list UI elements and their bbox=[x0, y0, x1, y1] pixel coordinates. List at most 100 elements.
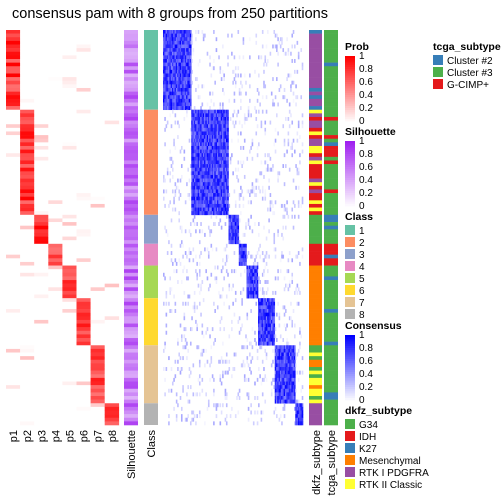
consensus-cell bbox=[294, 388, 296, 393]
consensus-cell bbox=[177, 87, 179, 92]
consensus-cell bbox=[171, 106, 174, 111]
consensus-cell bbox=[299, 330, 301, 335]
consensus-cell bbox=[228, 283, 231, 288]
consensus-cell bbox=[195, 229, 197, 234]
silhouette-cell bbox=[124, 55, 138, 60]
consensus-cell bbox=[238, 87, 241, 92]
consensus-cell bbox=[220, 196, 223, 201]
consensus-cell bbox=[196, 207, 198, 212]
silhouette-cell bbox=[124, 84, 138, 89]
tcga-cell bbox=[324, 232, 338, 237]
consensus-cell bbox=[213, 135, 215, 140]
consensus-cell bbox=[286, 269, 288, 274]
consensus-legend-gradient bbox=[345, 341, 355, 345]
dkfz-cell bbox=[309, 330, 322, 335]
consensus-cell bbox=[166, 62, 169, 67]
dkfz-cell bbox=[309, 327, 322, 332]
consensus-cell bbox=[198, 95, 201, 100]
consensus-cell bbox=[287, 388, 290, 393]
consensus-cell bbox=[211, 149, 214, 154]
consensus-cell bbox=[273, 319, 276, 324]
consensus-cell bbox=[216, 196, 219, 201]
consensus-cell bbox=[164, 127, 166, 132]
consensus-cell bbox=[274, 95, 277, 100]
consensus-cell bbox=[222, 156, 224, 161]
consensus-cell bbox=[196, 138, 198, 143]
prob-cell-p1 bbox=[6, 69, 21, 74]
consensus-cell bbox=[192, 164, 195, 169]
prob-cell-p4 bbox=[48, 58, 63, 63]
consensus-cell bbox=[196, 185, 198, 190]
consensus-cell bbox=[279, 84, 282, 89]
consensus-cell bbox=[205, 124, 207, 129]
consensus-cell bbox=[214, 138, 216, 143]
consensus-cell bbox=[188, 37, 191, 42]
silhouette-cell bbox=[124, 312, 138, 317]
dkfz-cell bbox=[309, 417, 322, 422]
consensus-cell bbox=[187, 37, 189, 42]
consensus-cell bbox=[198, 142, 201, 147]
consensus-cell bbox=[210, 203, 213, 208]
prob-cell-p6 bbox=[76, 80, 91, 85]
consensus-cell bbox=[207, 167, 210, 172]
consensus-cell bbox=[295, 363, 297, 368]
consensus-cell bbox=[188, 138, 191, 143]
prob-cell-p2 bbox=[20, 225, 35, 230]
prob-cell-p2 bbox=[20, 319, 35, 324]
consensus-cell bbox=[283, 399, 286, 404]
consensus-cell bbox=[276, 312, 278, 317]
consensus-legend-gradient bbox=[345, 397, 355, 401]
consensus-cell bbox=[219, 193, 222, 197]
consensus-cell bbox=[204, 160, 206, 165]
consensus-cell bbox=[174, 84, 177, 89]
consensus-cell bbox=[237, 131, 240, 136]
consensus-cell bbox=[186, 80, 188, 85]
consensus-cell bbox=[164, 87, 166, 92]
prob-cell-p1 bbox=[6, 280, 21, 284]
consensus-cell bbox=[207, 251, 210, 255]
consensus-cell bbox=[218, 55, 220, 60]
consensus-cell bbox=[188, 87, 191, 92]
prob-cell-p1 bbox=[6, 77, 21, 82]
consensus-cell bbox=[180, 98, 183, 103]
consensus-cell bbox=[291, 356, 294, 361]
consensus-cell bbox=[165, 301, 168, 306]
consensus-cell bbox=[279, 392, 282, 397]
consensus-cell bbox=[198, 359, 201, 364]
prob-cell-p7 bbox=[90, 388, 105, 393]
consensus-cell bbox=[182, 98, 184, 103]
consensus-cell bbox=[177, 55, 179, 60]
consensus-cell bbox=[213, 182, 215, 187]
consensus-cell bbox=[294, 381, 296, 386]
consensus-cell bbox=[180, 417, 183, 422]
prob-cell-p1 bbox=[6, 272, 21, 277]
consensus-cell bbox=[219, 185, 222, 190]
prob-cell-p7 bbox=[90, 145, 105, 150]
dkfz-cell bbox=[309, 323, 322, 328]
consensus-cell bbox=[228, 211, 231, 216]
prob-legend-gradient bbox=[345, 56, 355, 59]
consensus-cell bbox=[281, 374, 283, 379]
consensus-cell bbox=[201, 388, 204, 393]
consensus-cell bbox=[295, 388, 297, 393]
consensus-cell bbox=[225, 116, 228, 121]
prob-cell-p6 bbox=[76, 160, 91, 165]
consensus-cell bbox=[187, 40, 189, 45]
consensus-cell bbox=[215, 153, 218, 158]
consensus-cell bbox=[233, 222, 236, 226]
dkfz-cell bbox=[309, 62, 322, 67]
consensus-cell bbox=[269, 200, 272, 205]
consensus-legend-gradient bbox=[345, 358, 355, 362]
consensus-cell bbox=[249, 283, 251, 288]
consensus-cell bbox=[292, 30, 295, 34]
consensus-cell bbox=[171, 174, 174, 179]
consensus-cell bbox=[210, 145, 213, 150]
consensus-cell bbox=[250, 269, 252, 274]
consensus-cell bbox=[261, 305, 264, 310]
consensus-cell bbox=[182, 69, 184, 74]
consensus-cell bbox=[286, 359, 288, 364]
consensus-cell bbox=[234, 352, 237, 357]
consensus-cell bbox=[276, 44, 278, 49]
consensus-cell bbox=[213, 222, 215, 226]
consensus-cell bbox=[195, 160, 197, 165]
